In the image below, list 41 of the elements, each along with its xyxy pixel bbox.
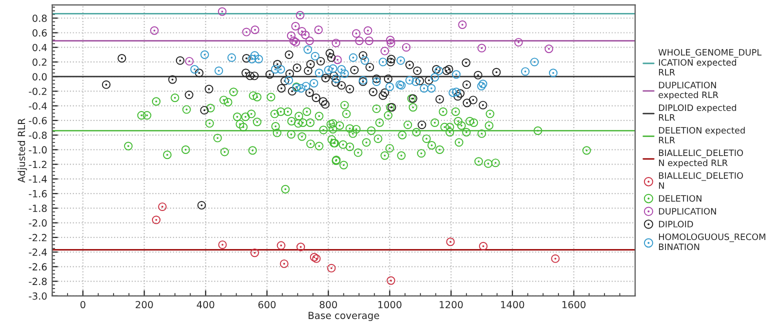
x-tick-label: 1200 <box>440 300 463 308</box>
y-tick-label: 0.0 <box>32 73 47 80</box>
x-tick-label: 0 <box>80 300 86 308</box>
ref-line-label: DELETION expected RLR <box>659 126 745 144</box>
x-tick-label: 600 <box>258 300 276 308</box>
y-tick-label: 0.6 <box>32 29 47 37</box>
y-tick-label: -0.6 <box>28 116 47 124</box>
y-tick-label: 0.8 <box>32 14 47 22</box>
y-tick-label: -0.8 <box>28 132 47 139</box>
x-axis-title: Base coverage <box>308 312 380 321</box>
y-tick-label: -0.4 <box>28 102 47 110</box>
y-axis-title: Adjusted RLR <box>18 118 28 183</box>
y-tick-label: -2.6 <box>28 263 47 271</box>
legend-label: BIALLELIC_DELETION expected RLR <box>659 149 743 168</box>
y-tick-label: -1.8 <box>28 204 47 212</box>
legend-label: WHOLE_GENOME_DUPLICATION expected RLR <box>658 49 762 76</box>
x-tick-label: 200 <box>136 300 153 308</box>
y-tick-label: -1.6 <box>28 190 47 198</box>
y-tick-label: -1.0 <box>28 146 47 154</box>
y-tick-label: -1.4 <box>28 176 47 183</box>
x-tick-label: 1000 <box>378 300 402 308</box>
x-tick-label: 1600 <box>562 300 586 308</box>
x-tick-label: 800 <box>320 300 337 308</box>
legend-label: HOMOLOGUOUS_RECOMBINATION <box>659 233 766 250</box>
legend-label: DUPLICATION expected RLR <box>658 82 718 100</box>
y-tick-label: -2.2 <box>28 234 46 242</box>
y-tick-label: 0.4 <box>32 44 47 52</box>
y-tick-label: -0.2 <box>28 88 46 96</box>
legend-label: BIALLELIC_DELETION <box>659 172 743 189</box>
y-tick-label: -2.0 <box>28 219 47 227</box>
y-tick-label: -1.2 <box>28 160 46 168</box>
y-tick-label: -2.4 <box>28 248 47 256</box>
y-tick-label: -2.8 <box>28 278 47 286</box>
y-tick-label: -3.0 <box>28 292 47 300</box>
x-tick-label: 400 <box>196 300 214 308</box>
legend-label: DUPLICATION <box>659 208 716 215</box>
legend-label: DELETION <box>659 195 702 202</box>
legend-label: DIPLOID expected RLR <box>659 104 736 121</box>
x-tick-label: 1400 <box>501 300 524 308</box>
legend-label: DIPLOID <box>659 220 694 228</box>
y-tick-label: 0.2 <box>32 58 46 66</box>
